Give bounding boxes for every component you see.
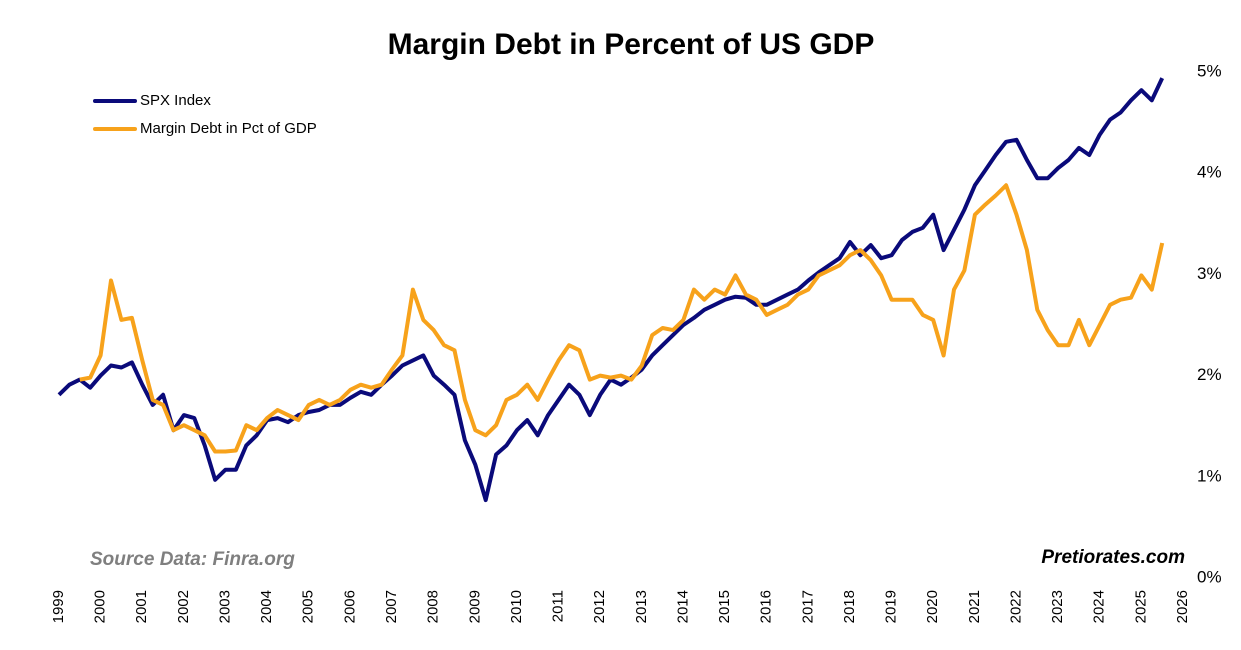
y-tick-label: 3%: [1197, 264, 1222, 283]
x-tick-label: 2003: [216, 590, 233, 623]
x-tick-label: 2000: [92, 590, 109, 623]
x-tick-label: 2023: [1049, 590, 1066, 623]
y-tick-label: 2%: [1197, 365, 1222, 384]
x-tick-label: 2005: [300, 590, 317, 623]
x-tick-label: 2020: [924, 590, 941, 623]
x-tick-label: 2021: [966, 590, 983, 623]
x-tick-label: 2002: [175, 590, 192, 623]
series-line: [57, 77, 1165, 503]
y-tick-label: 0%: [1197, 567, 1222, 586]
series-line: [79, 183, 1165, 454]
x-tick-label: 2026: [1174, 590, 1191, 623]
x-tick-label: 2008: [425, 590, 442, 623]
x-tick-label: 2011: [550, 590, 567, 622]
y-tick-label: 1%: [1197, 466, 1222, 485]
x-tick-label: 2013: [633, 590, 650, 623]
x-tick-label: 1999: [50, 590, 67, 623]
x-tick-label: 2012: [591, 590, 608, 623]
x-tick-label: 2025: [1132, 590, 1149, 623]
source-note: Source Data: Finra.org: [90, 549, 295, 570]
x-tick-label: 2022: [1007, 590, 1024, 623]
brand-note: Pretiorates.com: [1041, 547, 1185, 568]
x-tick-label: 2001: [133, 590, 150, 623]
x-tick-label: 2010: [508, 590, 525, 623]
y-tick-label: 5%: [1197, 61, 1222, 80]
x-tick-label: 2017: [799, 590, 816, 623]
chart-title: Margin Debt in Percent of US GDP: [388, 28, 875, 61]
x-tick-label: 2014: [674, 590, 691, 623]
x-tick-label: 2019: [883, 590, 900, 623]
x-tick-label: 2009: [466, 590, 483, 623]
x-tick-label: 2007: [383, 590, 400, 623]
legend-label: Margin Debt in Pct of GDP: [140, 120, 317, 137]
y-tick-label: 4%: [1197, 163, 1222, 182]
x-tick-label: 2016: [758, 590, 775, 623]
x-tick-label: 2004: [258, 590, 275, 623]
legend-label: SPX Index: [140, 92, 211, 109]
x-tick-label: 2018: [841, 590, 858, 623]
x-tick-label: 2006: [341, 590, 358, 623]
x-tick-label: 2024: [1091, 590, 1108, 623]
x-tick-label: 2015: [716, 590, 733, 623]
